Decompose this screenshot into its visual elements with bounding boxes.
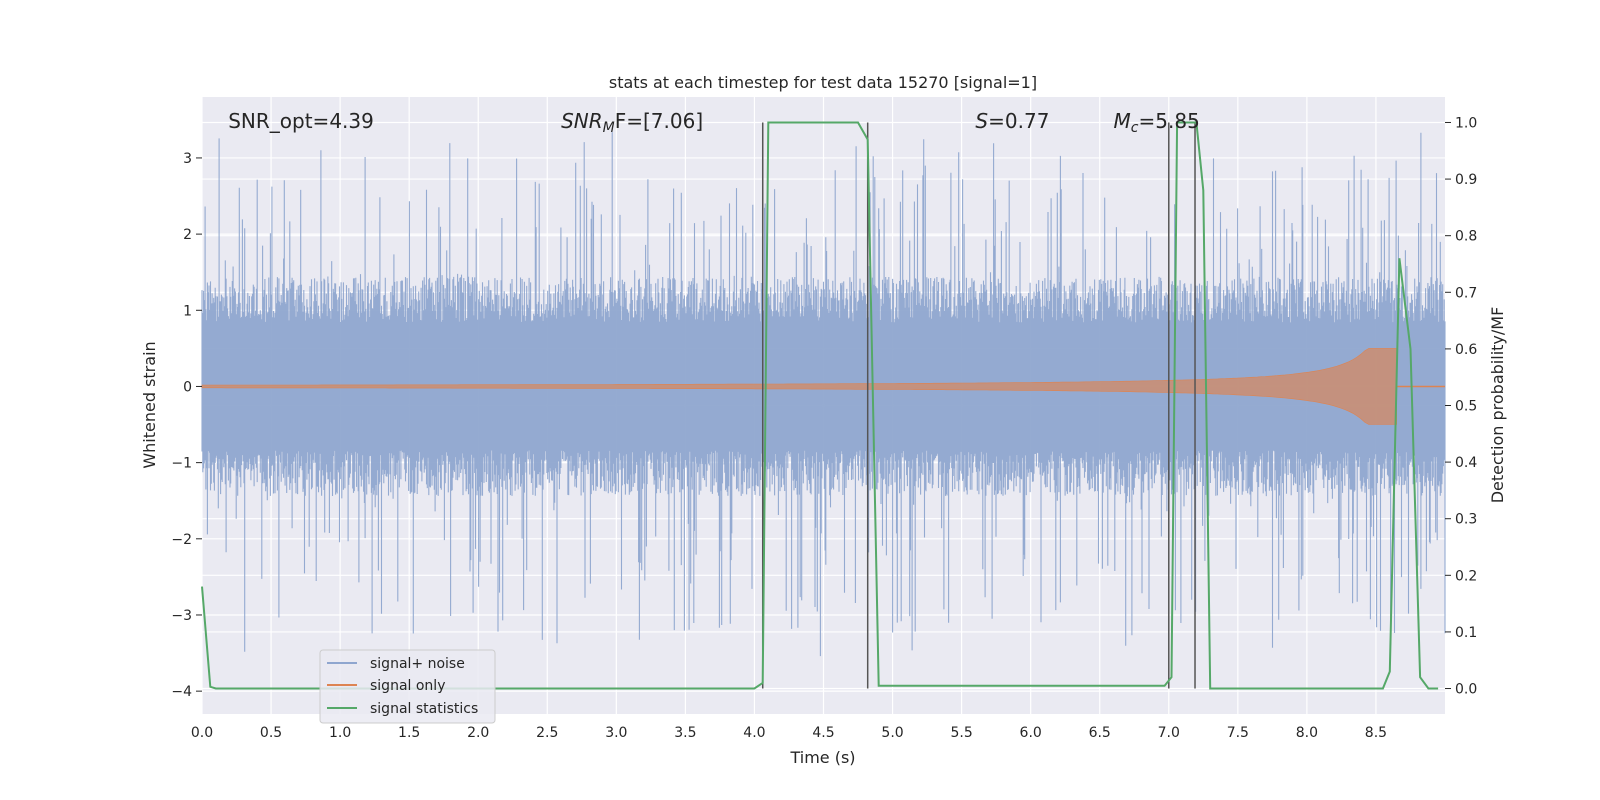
y2-tick-label: 0.8 [1455, 229, 1477, 245]
annotation-main: SNR [561, 109, 603, 133]
chart-title: stats at each timestep for test data 152… [609, 73, 1037, 92]
annotation-text: SNRMF=[7.06] [561, 109, 703, 136]
x-tick-label: 7.0 [1158, 725, 1180, 741]
y-tick-label: −4 [171, 684, 192, 700]
y-tick-label: −2 [171, 532, 192, 548]
x-tick-label: 3.0 [605, 725, 627, 741]
x-tick-label: 1.5 [398, 725, 420, 741]
annotation-suffix: =5.85 [1139, 109, 1200, 133]
y2-tick-label: 0.2 [1455, 568, 1477, 584]
y2-tick-label: 0.1 [1455, 625, 1477, 641]
legend-label-noise: signal+ noise [370, 656, 465, 672]
y-axis-label: Whitened strain [140, 341, 159, 468]
y2-tick-label: 0.6 [1455, 342, 1477, 358]
annotation-text: Mc=5.85 [1114, 109, 1200, 136]
y2-tick-label: 0.5 [1455, 399, 1477, 415]
x-tick-label: 5.5 [950, 725, 972, 741]
annotation-main: M [1114, 109, 1131, 133]
y-tick-label: 0 [183, 379, 192, 395]
y-tick-label: 2 [183, 227, 192, 243]
x-tick-label: 0.5 [260, 725, 282, 741]
annotation-text: SNR_opt=4.39 [228, 109, 374, 133]
y-axis-ticks: 3 2 1 0 −1 −2 −3 −4 [171, 151, 202, 700]
legend-label-signal: signal only [370, 678, 445, 694]
annotation-main: SNR_opt=4.39 [228, 109, 374, 133]
annotations: SNR_opt=4.39 SNRMF=[7.06] S=0.77 Mc=5.85 [228, 109, 1200, 136]
x-tick-label: 4.0 [743, 725, 765, 741]
x-tick-label: 5.0 [881, 725, 903, 741]
x-tick-label: 6.0 [1020, 725, 1042, 741]
statistics-line [201, 121, 1439, 690]
legend: signal+ noise signal only signal statist… [319, 649, 496, 724]
x-axis-label: Time (s) [789, 748, 855, 767]
x-tick-label: 8.0 [1296, 725, 1318, 741]
y2-tick-label: 0.4 [1455, 455, 1477, 471]
x-tick-label: 2.0 [467, 725, 489, 741]
annotation-suffix: =0.77 [988, 109, 1049, 133]
x-tick-label: 2.5 [536, 725, 558, 741]
x-tick-label: 0.0 [191, 725, 213, 741]
annotation-subscript: c [1131, 120, 1139, 136]
y-tick-label: 1 [183, 303, 192, 319]
annotation-main: S [975, 109, 988, 133]
y2-axis-label: Detection probability/MF [1488, 307, 1507, 504]
x-tick-label: 7.5 [1227, 725, 1249, 741]
annotation-text: S=0.77 [975, 109, 1049, 133]
annotation-subscript: M [603, 120, 615, 136]
y2-tick-label: 1.0 [1455, 115, 1477, 131]
x-tick-label: 1.0 [329, 725, 351, 741]
x-tick-label: 8.5 [1365, 725, 1387, 741]
legend-label-stats: signal statistics [370, 701, 478, 717]
y2-axis-ticks: 1.0 0.9 0.8 0.7 0.6 0.5 0.4 0.3 0.2 0.1 0.0 [1445, 115, 1477, 698]
annotation-suffix: F=[7.06] [615, 109, 703, 133]
y2-tick-label: 0.9 [1455, 172, 1477, 188]
signal-only-series [201, 348, 1445, 425]
x-tick-label: 4.5 [812, 725, 834, 741]
x-tick-label: 3.5 [674, 725, 696, 741]
y2-tick-label: 0.7 [1455, 285, 1477, 301]
x-axis-ticks: 0.0 0.5 1.0 1.5 2.0 2.5 3.0 3.5 4.0 4.5 5.0 5.5 6.0 6… [191, 725, 1387, 741]
y2-tick-label: 0.3 [1455, 512, 1477, 528]
chirp-envelope [201, 348, 1397, 425]
y-tick-label: 3 [183, 151, 192, 167]
y-tick-label: −3 [171, 608, 192, 624]
y2-tick-label: 0.0 [1455, 682, 1477, 698]
signal-statistics-series [201, 121, 1439, 690]
y-tick-label: −1 [171, 456, 192, 472]
legend-box [319, 649, 496, 724]
x-tick-label: 6.5 [1089, 725, 1111, 741]
